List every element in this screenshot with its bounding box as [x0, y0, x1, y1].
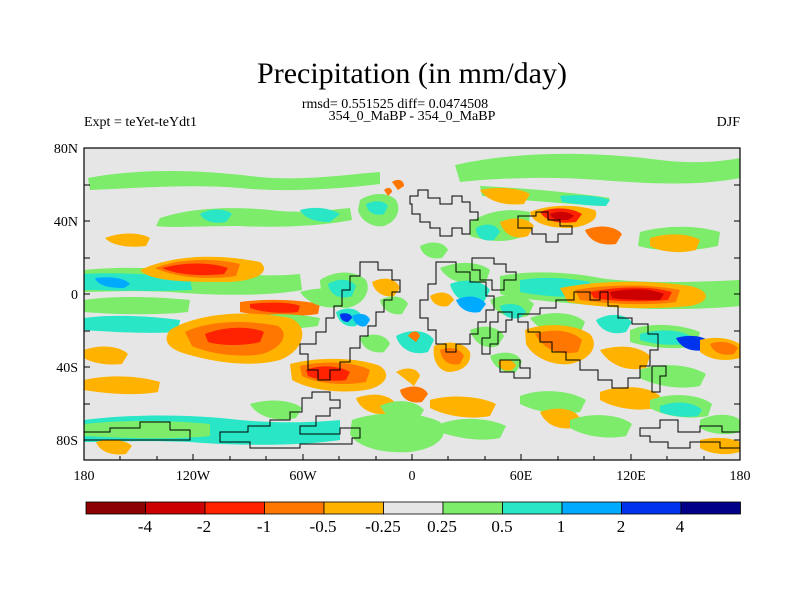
lat-label-80n: 80N: [54, 142, 78, 157]
colorbar-box: [264, 501, 325, 515]
colorbar-box: [680, 501, 741, 515]
colorbar-box: [383, 501, 444, 515]
southern-features: [84, 358, 740, 455]
south-pacific-features: [84, 288, 350, 365]
figure-title: Precipitation (in mm/day): [257, 57, 567, 90]
lon-label-180e: 180: [730, 469, 751, 484]
colorbar-label: 4: [676, 517, 685, 536]
coastlines: [84, 189, 740, 449]
lon-label-60e: 60E: [510, 469, 533, 484]
coastline-india: [481, 311, 513, 355]
colorbar-labels: -4 -2 -1 -0.5 -0.25 0.25 0.5 1 2 4: [138, 517, 685, 536]
coastline-europe-africa: [409, 189, 479, 237]
tropical-atlantic-africa: [320, 262, 534, 354]
coastline-antarctica-west: [219, 391, 361, 449]
lat-tick-labels: 80N 40N 0 40S 80S: [54, 142, 78, 449]
lat-label-80s: 80S: [56, 434, 78, 449]
colorbar-boxes: [85, 501, 741, 515]
colorbar-label: 0.25: [427, 517, 457, 536]
coastline-antarctica-east: [639, 419, 740, 449]
contour-fields: [84, 153, 740, 455]
north-atlantic-features: [358, 179, 622, 259]
colorbar-box: [85, 501, 146, 515]
expt-label: Expt = teYet-teYdt1: [84, 115, 197, 130]
coastline-australia-bridge: [517, 291, 659, 389]
colorbar-label: -4: [138, 517, 153, 536]
coastline-africa: [419, 261, 495, 353]
lon-label-120w: 120W: [176, 469, 211, 484]
coastline-south-america: [299, 261, 401, 381]
colorbar-box: [323, 501, 384, 515]
lon-label-60w: 60W: [289, 469, 317, 484]
map-panel: [83, 147, 741, 461]
season-label: DJF: [717, 115, 741, 130]
colorbar-box: [621, 501, 682, 515]
case-line: 354_0_MaBP - 354_0_MaBP: [329, 109, 496, 124]
coastline-maritime: [499, 359, 531, 379]
lon-label-0: 0: [409, 469, 416, 484]
colorbar-label: -2: [197, 517, 211, 536]
colorbar-box: [442, 501, 503, 515]
lat-axis: [84, 147, 740, 441]
lon-label-120e: 120E: [616, 469, 646, 484]
colorbar: -4 -2 -1 -0.5 -0.25 0.25 0.5 1 2 4: [85, 501, 741, 536]
colorbar-label: -0.25: [365, 517, 400, 536]
colorbar-label: -0.5: [310, 517, 337, 536]
lon-tick-labels: 180 120W 60W 0 60E 120E 180: [74, 469, 751, 484]
lat-label-0: 0: [71, 288, 78, 303]
northern-green-band: [88, 153, 740, 253]
equatorial-pacific: [84, 256, 320, 333]
lon-label-180w: 180: [74, 469, 95, 484]
coastline-arabia: [471, 257, 517, 291]
lat-label-40s: 40S: [56, 361, 78, 376]
colorbar-label: -1: [257, 517, 271, 536]
stats-line: rmsd= 0.551525 diff= 0.0474508: [302, 97, 488, 112]
colorbar-box: [561, 501, 622, 515]
lon-axis: [83, 454, 741, 460]
colorbar-label: 2: [617, 517, 626, 536]
colorbar-box: [145, 501, 206, 515]
coastline-nz: [651, 365, 667, 393]
lat-label-40n: 40N: [54, 215, 78, 230]
coastline-asia-east: [517, 211, 573, 243]
colorbar-box: [502, 501, 563, 515]
colorbar-label: 0.5: [491, 517, 512, 536]
colorbar-box: [204, 501, 265, 515]
coastline-pacific-islands: [84, 421, 191, 441]
colorbar-label: 1: [557, 517, 566, 536]
